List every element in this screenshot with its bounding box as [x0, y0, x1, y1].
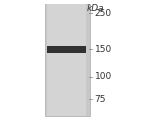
Text: 150: 150 — [94, 45, 112, 54]
Text: kDa: kDa — [87, 4, 105, 13]
Text: 250: 250 — [94, 9, 112, 18]
Bar — [46, 46, 86, 53]
Bar — [46, 4, 86, 116]
Bar — [45, 4, 90, 116]
Text: 75: 75 — [94, 95, 106, 103]
Text: 100: 100 — [94, 72, 112, 81]
